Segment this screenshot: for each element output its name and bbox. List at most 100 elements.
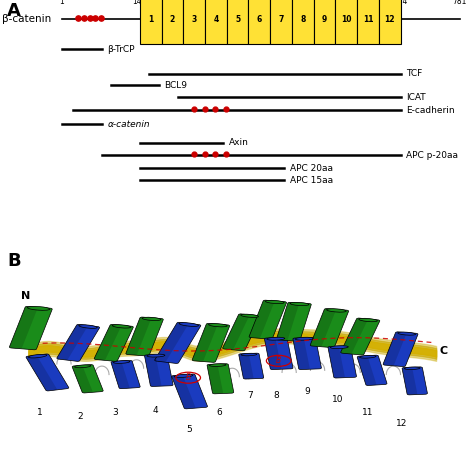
Text: E-cadherin: E-cadherin xyxy=(406,106,455,115)
FancyBboxPatch shape xyxy=(26,354,69,391)
FancyBboxPatch shape xyxy=(72,365,92,393)
Text: 5: 5 xyxy=(187,425,192,434)
FancyBboxPatch shape xyxy=(192,324,218,361)
FancyBboxPatch shape xyxy=(249,300,287,339)
FancyBboxPatch shape xyxy=(172,374,208,409)
Text: B: B xyxy=(185,373,191,382)
Text: 10: 10 xyxy=(332,395,343,404)
Text: 3: 3 xyxy=(112,408,118,417)
Text: β-TrCP: β-TrCP xyxy=(108,45,135,54)
Text: Axin: Axin xyxy=(228,139,248,147)
Ellipse shape xyxy=(79,325,97,328)
Bar xyxy=(140,0,162,44)
Bar xyxy=(357,0,379,44)
Text: α-catenin: α-catenin xyxy=(108,119,150,129)
FancyBboxPatch shape xyxy=(111,360,140,389)
FancyBboxPatch shape xyxy=(223,314,249,350)
FancyBboxPatch shape xyxy=(357,355,387,386)
Text: β-catenin: β-catenin xyxy=(2,14,52,24)
Ellipse shape xyxy=(209,324,227,327)
FancyBboxPatch shape xyxy=(310,308,348,347)
FancyBboxPatch shape xyxy=(328,346,345,378)
FancyBboxPatch shape xyxy=(383,332,418,367)
Text: APC p-20aa: APC p-20aa xyxy=(406,151,458,160)
FancyBboxPatch shape xyxy=(276,302,299,341)
FancyBboxPatch shape xyxy=(155,322,201,364)
Ellipse shape xyxy=(360,355,376,358)
Text: BCL9: BCL9 xyxy=(164,81,188,90)
Ellipse shape xyxy=(267,337,285,340)
Text: 9: 9 xyxy=(304,387,310,396)
Text: 884: 884 xyxy=(393,0,408,6)
Ellipse shape xyxy=(174,374,193,377)
Ellipse shape xyxy=(398,332,416,335)
FancyBboxPatch shape xyxy=(57,325,88,360)
Ellipse shape xyxy=(327,309,346,312)
Text: 6: 6 xyxy=(216,408,222,417)
Ellipse shape xyxy=(241,353,257,356)
FancyBboxPatch shape xyxy=(94,325,133,361)
FancyBboxPatch shape xyxy=(264,338,281,369)
FancyBboxPatch shape xyxy=(111,361,129,389)
Bar xyxy=(227,0,248,44)
Text: 11: 11 xyxy=(362,408,373,417)
Text: 8: 8 xyxy=(273,391,279,400)
FancyBboxPatch shape xyxy=(72,364,103,393)
Text: 1: 1 xyxy=(37,408,43,417)
FancyBboxPatch shape xyxy=(293,337,321,369)
Bar xyxy=(270,0,292,44)
FancyBboxPatch shape xyxy=(383,332,406,366)
Bar xyxy=(314,0,336,44)
Bar xyxy=(379,0,401,44)
Ellipse shape xyxy=(241,314,258,318)
Text: 2: 2 xyxy=(170,15,175,24)
FancyBboxPatch shape xyxy=(94,325,121,360)
Ellipse shape xyxy=(147,354,165,357)
Text: 11: 11 xyxy=(363,15,373,24)
Text: 12: 12 xyxy=(384,15,395,24)
Text: B: B xyxy=(276,356,282,365)
Text: 10: 10 xyxy=(341,15,351,24)
FancyBboxPatch shape xyxy=(172,375,195,409)
Text: 1: 1 xyxy=(59,0,64,6)
Text: 4: 4 xyxy=(153,406,158,415)
Text: B: B xyxy=(7,252,21,270)
FancyBboxPatch shape xyxy=(239,353,264,379)
Text: 3: 3 xyxy=(191,15,197,24)
FancyBboxPatch shape xyxy=(126,317,151,355)
FancyBboxPatch shape xyxy=(264,337,293,369)
FancyBboxPatch shape xyxy=(145,355,161,386)
Bar xyxy=(183,0,205,44)
FancyBboxPatch shape xyxy=(155,322,188,362)
FancyBboxPatch shape xyxy=(9,307,52,350)
FancyBboxPatch shape xyxy=(341,318,380,355)
Text: 1: 1 xyxy=(148,15,153,24)
FancyBboxPatch shape xyxy=(57,325,100,361)
FancyBboxPatch shape xyxy=(223,314,261,351)
FancyBboxPatch shape xyxy=(9,307,37,349)
Bar xyxy=(248,0,270,44)
FancyBboxPatch shape xyxy=(192,324,230,362)
Ellipse shape xyxy=(265,300,284,303)
Text: C: C xyxy=(439,347,447,356)
Text: APC 20aa: APC 20aa xyxy=(290,164,333,173)
Text: ICAT: ICAT xyxy=(406,93,426,102)
FancyBboxPatch shape xyxy=(126,317,164,356)
Text: 8: 8 xyxy=(300,15,305,24)
FancyBboxPatch shape xyxy=(402,367,417,395)
FancyBboxPatch shape xyxy=(207,364,223,394)
FancyBboxPatch shape xyxy=(276,302,311,341)
Text: 781: 781 xyxy=(453,0,467,6)
Ellipse shape xyxy=(210,364,226,366)
FancyBboxPatch shape xyxy=(310,308,336,347)
Ellipse shape xyxy=(359,319,377,322)
Text: TCF: TCF xyxy=(406,69,422,78)
Ellipse shape xyxy=(290,302,309,306)
Text: 7: 7 xyxy=(247,391,253,400)
FancyBboxPatch shape xyxy=(357,356,376,386)
Bar xyxy=(162,0,183,44)
FancyBboxPatch shape xyxy=(249,300,274,338)
Bar xyxy=(205,0,227,44)
Ellipse shape xyxy=(142,317,161,320)
Ellipse shape xyxy=(113,361,130,364)
